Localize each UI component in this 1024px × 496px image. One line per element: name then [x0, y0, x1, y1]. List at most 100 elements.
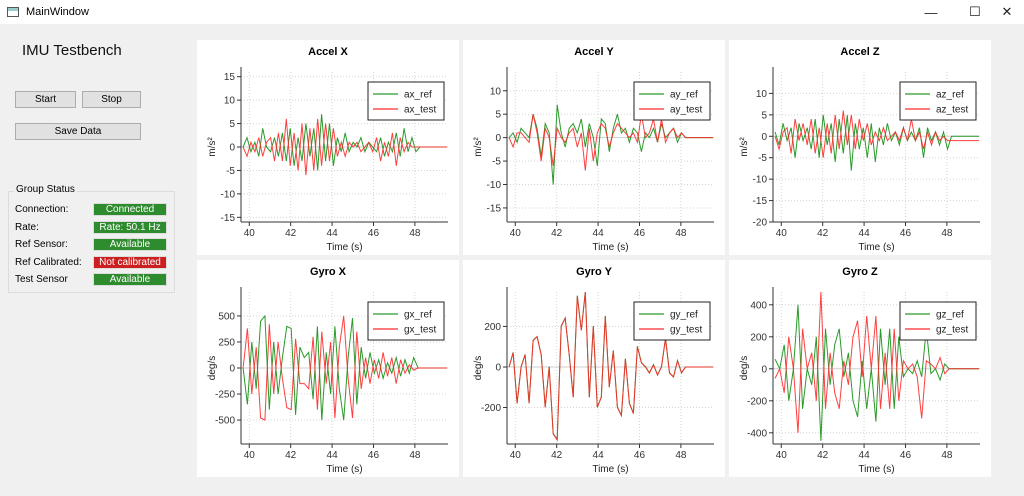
legend-box [367, 301, 445, 341]
y-tick-label: 10 [756, 89, 768, 100]
save-data-button[interactable]: Save Data [15, 123, 141, 140]
chart-accel-y[interactable]: Accel Y 40 42 44 46 48 10 5 0 -5 -10 -15 Time (s) m/s… [463, 40, 725, 255]
app-title: IMU Testbench [22, 42, 122, 59]
status-badge: Available [93, 238, 167, 251]
legend-label: ax_test [404, 105, 436, 116]
y-axis-label: deg/s [207, 356, 218, 380]
x-tick-label: 44 [859, 228, 871, 239]
legend-box [367, 81, 445, 121]
legend-box [633, 81, 711, 121]
x-tick-label: 46 [900, 228, 912, 239]
x-tick-label: 40 [510, 450, 522, 461]
y-tick-label: -15 [221, 213, 236, 224]
x-tick-label: 42 [551, 228, 563, 239]
status-label: Test Sensor [15, 274, 68, 285]
series-line-ay_test [508, 114, 713, 171]
y-tick-label: 10 [224, 96, 236, 107]
x-tick-label: 46 [368, 228, 380, 239]
chart-gyro-x[interactable]: Gyro X 40 42 44 46 48 500 250 0 -250 -500 Time (s) d… [197, 260, 459, 477]
x-tick-label: 40 [244, 450, 256, 461]
x-tick-label: 40 [776, 228, 788, 239]
maximize-button[interactable]: ☐ [969, 4, 981, 19]
status-label: Ref Calibrated: [15, 256, 82, 268]
x-axis-label: Time (s) [326, 242, 362, 253]
status-label: Ref Sensor: [15, 239, 68, 250]
y-tick-label: -10 [221, 189, 236, 200]
x-tick-label: 48 [941, 450, 953, 461]
y-tick-label: 250 [218, 337, 235, 348]
series-line-ax_ref [242, 114, 447, 171]
legend-label: gz_ref [936, 310, 964, 321]
group-status-title: Group Status [14, 184, 77, 195]
chart-accel-z[interactable]: Accel Z 40 42 44 46 48 10 5 0 -5 -10 -15 -20 Time (s)… [729, 40, 991, 255]
x-tick-label: 48 [675, 450, 687, 461]
start-button[interactable]: Start [15, 91, 76, 108]
y-tick-label: 0 [495, 133, 501, 144]
chart-title: Gyro X [310, 266, 347, 278]
x-axis-label: Time (s) [858, 242, 894, 253]
chart-title: Accel Y [574, 46, 614, 58]
legend-label: az_test [936, 105, 968, 116]
y-tick-label: 5 [495, 110, 501, 121]
legend-label: gx_test [404, 325, 436, 336]
y-axis-label: m/s² [473, 137, 484, 157]
y-tick-label: -5 [226, 166, 235, 177]
series-line-gz_ref [774, 304, 979, 441]
y-tick-label: -250 [215, 390, 235, 401]
chart-gyro-y[interactable]: Gyro Y 40 42 44 46 48 200 0 -200 Time (s) deg/s gy_… [463, 260, 725, 477]
y-tick-label: -15 [487, 203, 502, 214]
app-window-icon [7, 7, 19, 17]
chart-accel-x[interactable]: Accel X 40 42 44 46 48 15 10 5 0 -5 -10 -15 Time (s) m… [197, 40, 459, 255]
group-status-box [8, 191, 175, 293]
x-tick-label: 48 [409, 450, 421, 461]
x-tick-label: 42 [817, 450, 829, 461]
series-line-gy_test [508, 291, 713, 442]
y-tick-label: 400 [750, 300, 767, 311]
chart-title: Accel Z [840, 46, 879, 58]
stop-button[interactable]: Stop [82, 91, 141, 108]
y-tick-label: 200 [484, 322, 501, 333]
legend-box [633, 301, 711, 341]
y-tick-label: 0 [761, 132, 767, 143]
chart-title: Gyro Z [842, 266, 878, 278]
y-axis-label: deg/s [739, 356, 750, 380]
x-axis-label: Time (s) [592, 242, 628, 253]
x-tick-label: 46 [900, 450, 912, 461]
window-title: MainWindow [26, 6, 89, 18]
legend-box [899, 301, 977, 341]
x-tick-label: 44 [327, 450, 339, 461]
chart-svg: Accel X 40 42 44 46 48 15 10 5 0 -5 -10 -15 Time (s) m… [207, 46, 448, 253]
x-axis-label: Time (s) [858, 464, 894, 475]
y-tick-label: 5 [761, 110, 767, 121]
status-badge: Connected [93, 203, 167, 216]
legend-label: gy_ref [670, 310, 698, 321]
x-axis-label: Time (s) [326, 464, 362, 475]
chart-svg: Gyro Z 40 42 44 46 48 400 200 0 -200 -400 Time (s) d… [739, 266, 980, 475]
legend-label: gz_test [936, 325, 968, 336]
x-tick-label: 44 [593, 450, 605, 461]
y-axis-label: m/s² [207, 137, 218, 157]
chart-gyro-z[interactable]: Gyro Z 40 42 44 46 48 400 200 0 -200 -400 Time (s) d… [729, 260, 991, 477]
status-badge: Not calibrated [93, 255, 167, 269]
y-tick-label: -10 [487, 180, 502, 191]
y-tick-label: -200 [747, 396, 767, 407]
x-tick-label: 46 [634, 450, 646, 461]
series-line-gz_test [774, 291, 979, 433]
legend-label: ay_ref [670, 90, 698, 101]
y-tick-label: 15 [224, 72, 236, 83]
y-tick-label: -10 [753, 175, 768, 186]
x-tick-label: 40 [244, 228, 256, 239]
legend-box [899, 81, 977, 121]
x-tick-label: 40 [776, 450, 788, 461]
y-tick-label: 0 [495, 362, 501, 373]
status-badge: Available [93, 273, 167, 286]
legend-label: gx_ref [404, 310, 432, 321]
status-badge: Rate: 50.1 Hz [93, 220, 167, 234]
close-button[interactable]: ✕ [1001, 4, 1013, 19]
chart-title: Gyro Y [576, 266, 613, 278]
y-tick-label: 500 [218, 311, 235, 322]
chart-svg: Accel Y 40 42 44 46 48 10 5 0 -5 -10 -15 Time (s) m/s… [473, 46, 714, 253]
minimize-button[interactable]: — [924, 4, 938, 20]
title-bar: MainWindow — ☐ ✕ [0, 0, 1024, 24]
y-tick-label: 0 [761, 364, 767, 375]
